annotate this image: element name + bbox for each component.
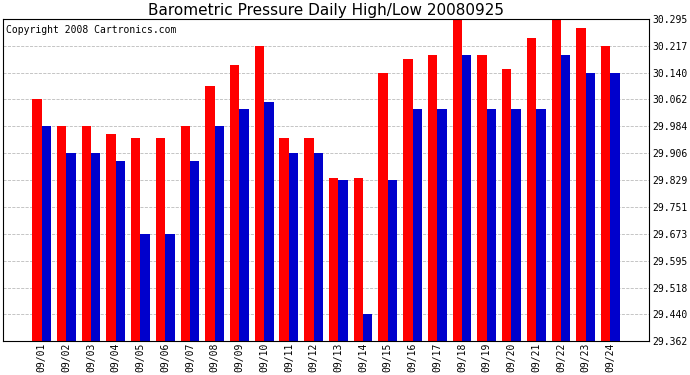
Bar: [304, 138, 314, 342]
Bar: [561, 55, 571, 342]
Bar: [551, 19, 561, 342]
Bar: [279, 138, 289, 342]
Bar: [453, 19, 462, 342]
Bar: [66, 153, 76, 342]
Bar: [536, 109, 546, 342]
Bar: [91, 153, 101, 342]
Bar: [41, 126, 51, 342]
Title: Barometric Pressure Daily High/Low 20080925: Barometric Pressure Daily High/Low 20080…: [148, 3, 504, 18]
Bar: [378, 72, 388, 342]
Bar: [57, 126, 66, 342]
Bar: [81, 126, 91, 342]
Bar: [106, 134, 116, 342]
Bar: [511, 109, 521, 342]
Bar: [239, 109, 249, 342]
Bar: [462, 55, 471, 342]
Bar: [156, 138, 165, 342]
Bar: [388, 180, 397, 342]
Bar: [230, 65, 239, 342]
Bar: [576, 28, 586, 342]
Bar: [206, 86, 215, 342]
Bar: [190, 160, 199, 342]
Bar: [363, 315, 373, 342]
Bar: [165, 234, 175, 342]
Bar: [428, 55, 437, 342]
Bar: [601, 46, 611, 342]
Bar: [215, 126, 224, 342]
Bar: [131, 138, 141, 342]
Bar: [527, 38, 536, 342]
Bar: [314, 153, 323, 342]
Bar: [116, 160, 125, 342]
Bar: [611, 72, 620, 342]
Bar: [586, 72, 595, 342]
Bar: [437, 109, 446, 342]
Bar: [255, 46, 264, 342]
Bar: [329, 178, 338, 342]
Bar: [264, 102, 273, 342]
Bar: [289, 153, 298, 342]
Bar: [502, 69, 511, 342]
Bar: [32, 99, 41, 342]
Bar: [403, 59, 413, 342]
Bar: [413, 109, 422, 342]
Bar: [338, 180, 348, 342]
Bar: [181, 126, 190, 342]
Bar: [141, 234, 150, 342]
Bar: [477, 55, 486, 342]
Text: Copyright 2008 Cartronics.com: Copyright 2008 Cartronics.com: [6, 26, 177, 35]
Bar: [354, 178, 363, 342]
Bar: [486, 109, 496, 342]
